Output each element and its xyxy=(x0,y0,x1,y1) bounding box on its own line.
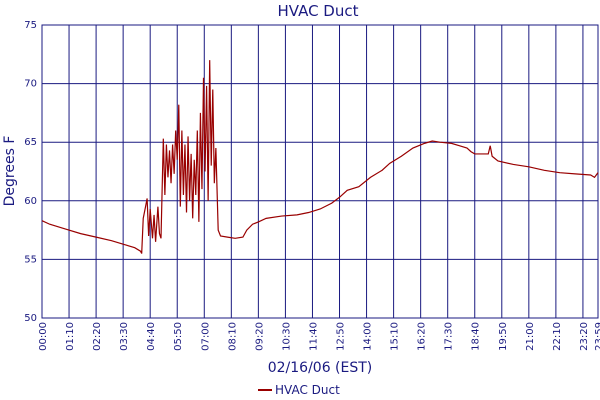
x-tick-label: 14:00 xyxy=(363,322,374,351)
x-tick-label: 04:40 xyxy=(146,322,157,351)
x-tick-label: 09:20 xyxy=(254,322,265,351)
x-tick-label: 23:20 xyxy=(579,322,590,351)
chart-title: HVAC Duct xyxy=(277,2,358,20)
y-tick-label: 70 xyxy=(24,79,37,90)
x-tick-label: 03:30 xyxy=(119,322,130,351)
x-tick-label: 02:20 xyxy=(92,322,103,351)
x-tick-label: 19:50 xyxy=(498,322,509,351)
data-line xyxy=(41,60,599,254)
x-tick-label: 22:10 xyxy=(552,322,563,351)
x-tick-label: 12:50 xyxy=(336,322,347,351)
x-tick-label: 16:20 xyxy=(417,322,428,351)
x-tick-label: 15:10 xyxy=(390,322,401,351)
x-tick-label: 00:00 xyxy=(38,322,49,351)
x-tick-label: 11:40 xyxy=(308,322,319,351)
x-tick-label: 01:10 xyxy=(65,322,76,351)
x-axis-label: 02/16/06 (EST) xyxy=(268,360,373,376)
x-tick-label: 10:30 xyxy=(281,322,292,351)
x-tick-label: 21:00 xyxy=(525,322,536,351)
legend-label: HVAC Duct xyxy=(275,383,340,397)
x-tick-label: 08:10 xyxy=(227,322,238,351)
x-tick-label: 17:30 xyxy=(444,322,455,351)
x-tick-label: 07:00 xyxy=(200,322,211,351)
x-tick-label: 18:40 xyxy=(471,322,482,351)
x-tick-label: 23:59 xyxy=(594,322,600,351)
y-tick-label: 50 xyxy=(24,313,37,324)
y-tick-label: 60 xyxy=(24,196,37,207)
y-tick-label: 55 xyxy=(24,254,37,265)
x-tick-label: 05:50 xyxy=(173,322,184,351)
y-axis-label: Degrees F xyxy=(2,136,18,207)
y-tick-label: 65 xyxy=(24,137,37,148)
plot-area xyxy=(41,24,599,319)
y-tick-label: 75 xyxy=(24,20,37,31)
